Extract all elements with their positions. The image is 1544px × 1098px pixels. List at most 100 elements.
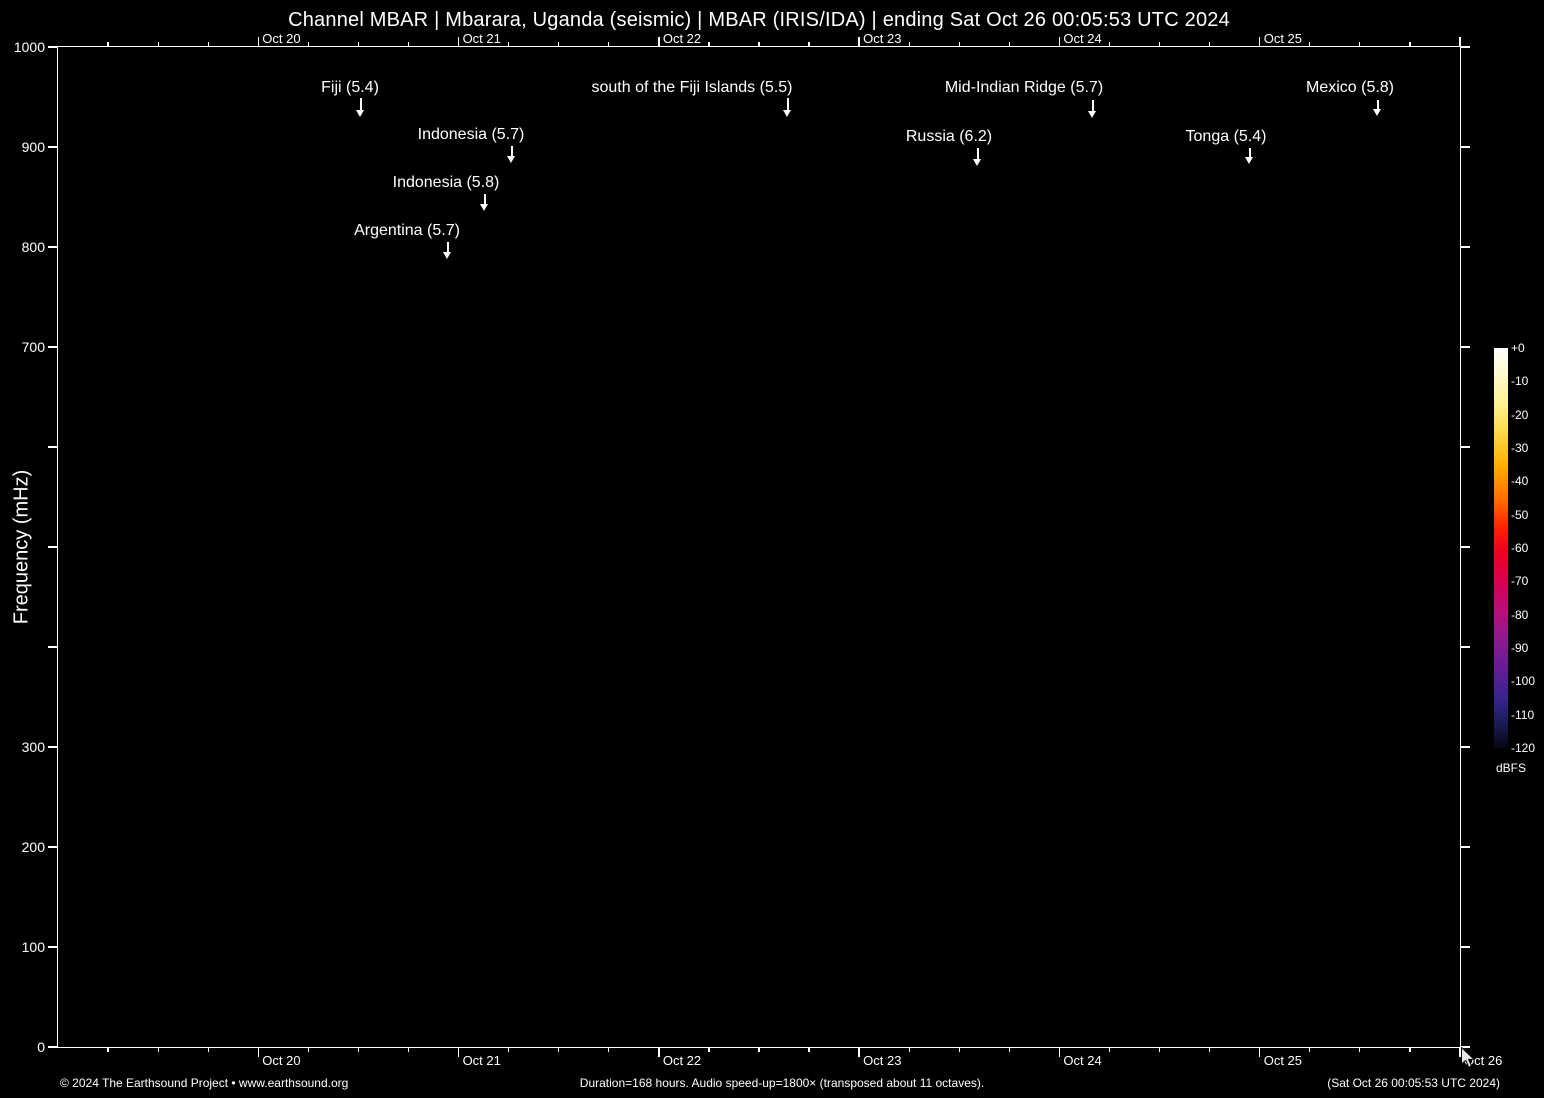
colorbar-tick-label: +0 xyxy=(1511,341,1525,355)
x-major-tick-top xyxy=(1258,37,1261,47)
colorbar-tick-label: -40 xyxy=(1511,474,1529,489)
x-minor-tick-bottom xyxy=(708,1047,710,1052)
x-minor-tick-top xyxy=(908,42,910,47)
y-axis-label: Frequency (mHz) xyxy=(10,469,33,625)
x-minor-tick-bottom xyxy=(107,1047,109,1052)
colorbar-tick-label: -20 xyxy=(1511,407,1529,422)
y-tick-label: 800 xyxy=(21,239,45,255)
y-tick-left xyxy=(48,446,58,448)
event-label: Tonga (5.4) xyxy=(1185,128,1267,145)
x-tick-label-top: Oct 20 xyxy=(262,31,301,46)
mouse-cursor-icon xyxy=(1461,1047,1475,1068)
colorbar-tick-label: -120 xyxy=(1511,741,1536,755)
x-major-tick-top xyxy=(1459,37,1461,47)
x-minor-tick-bottom xyxy=(758,1047,760,1052)
y-tick-right xyxy=(1460,446,1470,448)
colorbar-tick-label: -100 xyxy=(1511,674,1536,689)
plot-title: Channel MBAR | Mbarara, Uganda (seismic)… xyxy=(288,9,1230,31)
y-tick-left xyxy=(48,746,58,748)
x-minor-tick-bottom xyxy=(1359,1047,1361,1052)
x-major-tick-top xyxy=(858,37,860,47)
colorbar-tick-label: -110 xyxy=(1511,707,1535,722)
event-label: south of the Fiji Islands (5.5) xyxy=(591,79,793,96)
x-minor-tick-top xyxy=(107,42,109,47)
x-minor-tick-top xyxy=(1158,42,1161,47)
x-major-tick-bottom xyxy=(257,1047,260,1057)
x-minor-tick-top xyxy=(407,42,410,47)
y-tick-right xyxy=(1460,846,1470,848)
x-minor-tick-bottom xyxy=(207,1047,209,1052)
y-tick-label: 200 xyxy=(21,839,45,855)
x-minor-tick-top xyxy=(758,42,760,47)
colorbar-tick-label: -90 xyxy=(1511,641,1529,655)
event-label: Indonesia (5.8) xyxy=(392,174,500,191)
event-arrow-icon xyxy=(1377,100,1379,109)
x-minor-tick-top xyxy=(958,42,960,47)
x-minor-tick-bottom xyxy=(808,1047,810,1052)
event-arrow-icon xyxy=(443,251,452,259)
x-minor-tick-top xyxy=(307,42,309,47)
x-tick-label-top: Oct 25 xyxy=(1263,31,1302,46)
x-tick-label-top: Oct 23 xyxy=(863,31,902,46)
x-minor-tick-top xyxy=(608,42,610,47)
x-minor-tick-top xyxy=(1209,42,1211,47)
y-tick-right xyxy=(1460,546,1470,548)
event-arrow-icon xyxy=(1088,110,1097,118)
x-minor-tick-top xyxy=(508,42,510,47)
event-arrow-icon xyxy=(360,98,362,110)
y-tick-right xyxy=(1460,146,1470,148)
y-tick-right xyxy=(1460,46,1470,48)
x-minor-tick-top xyxy=(808,42,810,47)
x-tick-label-top: Oct 24 xyxy=(1063,31,1102,46)
y-tick-right xyxy=(1460,1046,1470,1048)
y-tick-right xyxy=(1460,646,1470,648)
x-minor-tick-top xyxy=(1008,42,1010,47)
footer-timestamp: (Sat Oct 26 00:05:53 UTC 2024) xyxy=(1327,1076,1500,1090)
x-tick-label-top: Oct 21 xyxy=(462,31,501,46)
y-tick-left xyxy=(48,146,58,148)
y-tick-left xyxy=(48,546,58,548)
event-arrow-icon xyxy=(973,158,982,166)
y-tick-left xyxy=(48,846,58,848)
event-arrow-icon xyxy=(511,146,513,156)
y-tick-right xyxy=(1460,346,1470,348)
y-tick-label: 0 xyxy=(37,1039,45,1055)
x-minor-tick-top xyxy=(1409,42,1411,47)
x-minor-tick-bottom xyxy=(357,1047,360,1052)
event-arrow-icon xyxy=(356,109,365,117)
y-tick-label: 1000 xyxy=(13,39,45,55)
x-major-tick-top xyxy=(658,37,660,47)
x-tick-label-bottom: Oct 22 xyxy=(662,1053,702,1068)
colorbar-tick-label: -70 xyxy=(1511,574,1529,589)
colorbar-tick-label: -50 xyxy=(1511,507,1529,522)
x-minor-tick-bottom xyxy=(908,1047,910,1052)
x-major-tick-top xyxy=(1058,37,1061,47)
x-minor-tick-bottom xyxy=(1409,1047,1411,1052)
event-arrow-icon xyxy=(507,155,516,163)
colorbar-tick-label: -10 xyxy=(1511,374,1529,389)
x-minor-tick-bottom xyxy=(1158,1047,1161,1052)
x-minor-tick-bottom xyxy=(1309,1047,1311,1052)
x-minor-tick-bottom xyxy=(307,1047,309,1052)
x-major-tick-bottom xyxy=(1459,1047,1461,1057)
event-label: Mexico (5.8) xyxy=(1305,79,1395,96)
x-minor-tick-bottom xyxy=(958,1047,960,1052)
y-tick-label: 700 xyxy=(21,339,45,355)
x-minor-tick-top xyxy=(207,42,209,47)
y-tick-left xyxy=(48,246,58,248)
x-major-tick-top xyxy=(457,37,460,47)
x-minor-tick-bottom xyxy=(558,1047,560,1052)
y-tick-left xyxy=(48,646,58,648)
x-minor-tick-bottom xyxy=(1008,1047,1010,1052)
x-minor-tick-top xyxy=(1108,42,1111,47)
y-tick-left xyxy=(48,46,58,48)
x-tick-label-bottom: Oct 21 xyxy=(462,1053,501,1068)
event-arrow-icon xyxy=(480,203,489,211)
x-major-tick-bottom xyxy=(658,1047,660,1057)
plot-area xyxy=(57,46,1461,1048)
event-arrow-icon xyxy=(787,98,789,110)
x-major-tick-bottom xyxy=(457,1047,460,1057)
x-minor-tick-bottom xyxy=(608,1047,610,1052)
x-minor-tick-bottom xyxy=(1209,1047,1211,1052)
